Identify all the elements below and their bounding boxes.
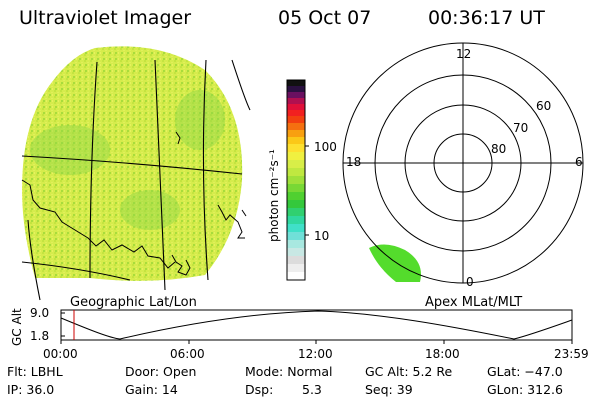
glon-info: GLon: 312.6 — [487, 382, 563, 397]
altitude-ylabel: GC Alt — [10, 308, 24, 346]
date-label: 05 Oct 07 — [278, 7, 372, 29]
lat-label-80: 80 — [491, 142, 507, 156]
altitude-xtick-0000: 00:00 — [43, 347, 78, 361]
colorbar-unit-label: photon cm⁻²s⁻¹ — [267, 149, 281, 242]
colorbar — [286, 79, 309, 281]
dsp-value: 5.3 — [302, 382, 322, 397]
app-title: Ultraviolet Imager — [19, 7, 192, 29]
geographic-map — [21, 46, 251, 301]
altitude-plot — [60, 309, 573, 344]
altitude-xtick-0600: 06:00 — [170, 347, 205, 361]
gain-info: Gain: 14 — [125, 382, 178, 397]
lat-label-70: 70 — [513, 121, 529, 135]
seq-info: Seq: 39 — [365, 382, 413, 397]
door-info: Door: Open — [125, 364, 197, 379]
altitude-xtick-2359: 23:59 — [554, 347, 589, 361]
ip-info: IP: 36.0 — [7, 382, 55, 397]
mlt-label-18: 18 — [346, 155, 362, 169]
colorbar-tick-100: 100 — [314, 140, 337, 154]
altitude-xtick-1800: 18:00 — [425, 347, 460, 361]
mode-info: Mode: Normal — [245, 364, 333, 379]
time-label: 00:36:17 UT — [428, 7, 545, 29]
altitude-ytick-low: 1.8 — [30, 329, 50, 343]
lat-label-60: 60 — [536, 99, 552, 113]
polar-map — [342, 42, 584, 284]
polar-map-label: Apex MLat/MLT — [425, 295, 523, 310]
dsp-label: Dsp: — [245, 382, 274, 397]
geographic-map-label: Geographic Lat/Lon — [70, 295, 197, 310]
coastlines — [21, 131, 247, 276]
graticule-lines — [21, 59, 251, 301]
colorbar-tick-10: 10 — [314, 229, 330, 243]
altitude-curve — [60, 310, 573, 340]
flt-info: Flt: LBHL — [7, 364, 63, 379]
gc-alt-info: GC Alt: 5.2 Re — [365, 364, 453, 379]
altitude-ytick-high: 9.0 — [30, 306, 50, 320]
mlt-label-6: 6 — [575, 155, 583, 169]
glat-info: GLat: −47.0 — [487, 364, 563, 379]
mlt-label-12: 12 — [456, 47, 472, 61]
altitude-xtick-1200: 12:00 — [298, 347, 333, 361]
auroral-oval — [369, 244, 421, 282]
mlt-label-0: 0 — [466, 275, 474, 289]
